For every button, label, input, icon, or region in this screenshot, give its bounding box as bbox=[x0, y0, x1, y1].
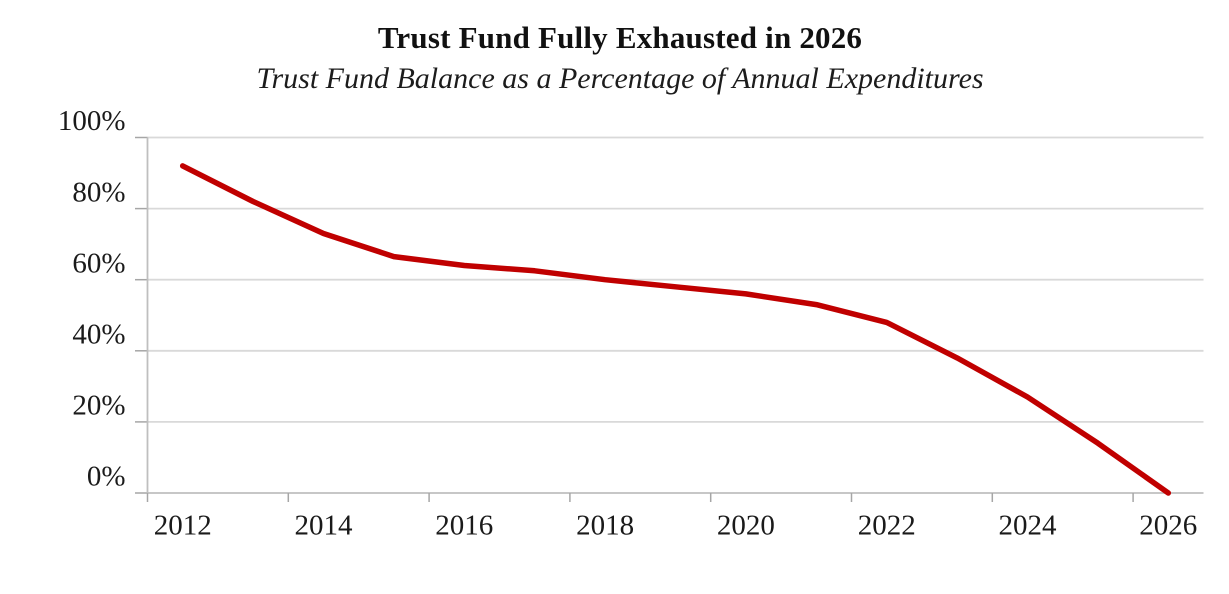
x-axis-label: 2014 bbox=[295, 510, 354, 542]
trend-line bbox=[179, 163, 1172, 496]
y-axis-label: 100% bbox=[58, 105, 126, 137]
y-axis-label: 20% bbox=[72, 390, 125, 422]
x-axis-label: 2012 bbox=[154, 510, 212, 542]
chart-title: Trust Fund Fully Exhausted in 2026 bbox=[377, 20, 863, 55]
x-axis-label: 2024 bbox=[999, 510, 1058, 542]
x-axis-label: 2022 bbox=[858, 510, 916, 542]
x-axis-label: 2018 bbox=[576, 510, 634, 542]
y-axis-label: 60% bbox=[72, 247, 125, 279]
x-axis-label: 2016 bbox=[435, 510, 493, 542]
y-axis-label: 40% bbox=[72, 318, 125, 350]
y-axis-label: 80% bbox=[72, 176, 125, 208]
chart-subtitle: Trust Fund Balance as a Percentage of An… bbox=[256, 62, 984, 95]
y-axis-label: 0% bbox=[87, 461, 126, 493]
x-axis-label: 2020 bbox=[717, 510, 775, 542]
x-axis-label: 2026 bbox=[1139, 510, 1197, 542]
